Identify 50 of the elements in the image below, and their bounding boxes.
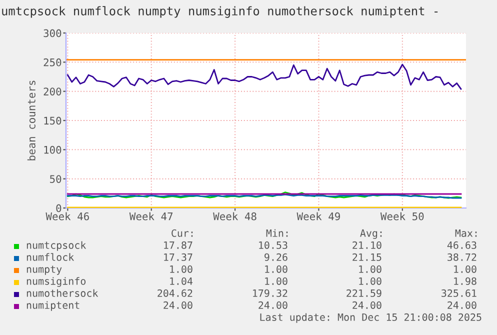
text: 221.59 (346, 289, 382, 297)
legend-label: numsiginfo (26, 277, 86, 287)
text: 17.37 (164, 253, 192, 261)
text: Min: (266, 229, 288, 237)
text: 1.00 (265, 277, 288, 285)
y-tick-label: 150 (44, 116, 62, 125)
y-axis-title: bean counters (27, 80, 36, 160)
text: 1.00 (454, 265, 476, 273)
text: Max: (455, 229, 477, 237)
text: 204.62 (158, 289, 192, 297)
x-tick-label: Week 49 (296, 212, 340, 220)
text: 24.00 (448, 301, 476, 309)
text: Cur: (172, 229, 193, 237)
text: Avg: (360, 229, 382, 239)
text: 1.00 (359, 277, 382, 285)
text: 24.00 (258, 301, 288, 309)
y-tick-label: 50 (50, 175, 62, 183)
text: 9.26 (264, 253, 288, 261)
y-tick-label: 0 (56, 204, 62, 212)
y-tick-label: 200 (44, 88, 62, 96)
text: 46.63 (447, 241, 476, 249)
text: 21.10 (352, 241, 382, 249)
x-tick-label: Week 50 (380, 212, 424, 220)
text: 1.00 (359, 265, 382, 273)
text: 1.00 (170, 265, 192, 273)
line-series (66, 64, 462, 90)
legend-label: numpty (26, 266, 62, 275)
legend-label: numiptent (26, 301, 80, 311)
y-tick-label: 250 (44, 58, 62, 66)
text: 24.00 (164, 301, 192, 309)
legend-label: numothersock (26, 289, 98, 297)
text: 325.61 (442, 289, 476, 297)
y-tick-label: 100 (44, 146, 62, 154)
x-tick-label: Week 46 (46, 212, 89, 220)
chart-title: umtcpsock numflock numpty numsiginfo numothersock numiptent - (2, 6, 438, 18)
text: 1.04 (170, 277, 193, 285)
x-tick-label: Week 47 (129, 212, 173, 220)
text: 10.53 (259, 241, 288, 249)
text: 179.32 (253, 289, 288, 297)
y-tick-label: 300 (44, 29, 62, 38)
text: Last update: Mon Dec 15 21:00:08 2025 (260, 313, 482, 323)
text: 1.00 (265, 265, 288, 273)
x-tick-label: Week 48 (213, 212, 256, 220)
text: 21.15 (352, 253, 382, 261)
legend-label: numtcpsock (26, 241, 86, 251)
legend-label: numflock (26, 253, 74, 261)
text: 38.72 (448, 253, 476, 261)
text: 24.00 (352, 301, 382, 309)
text: 17.87 (164, 241, 192, 249)
text: 1.98 (454, 277, 476, 285)
